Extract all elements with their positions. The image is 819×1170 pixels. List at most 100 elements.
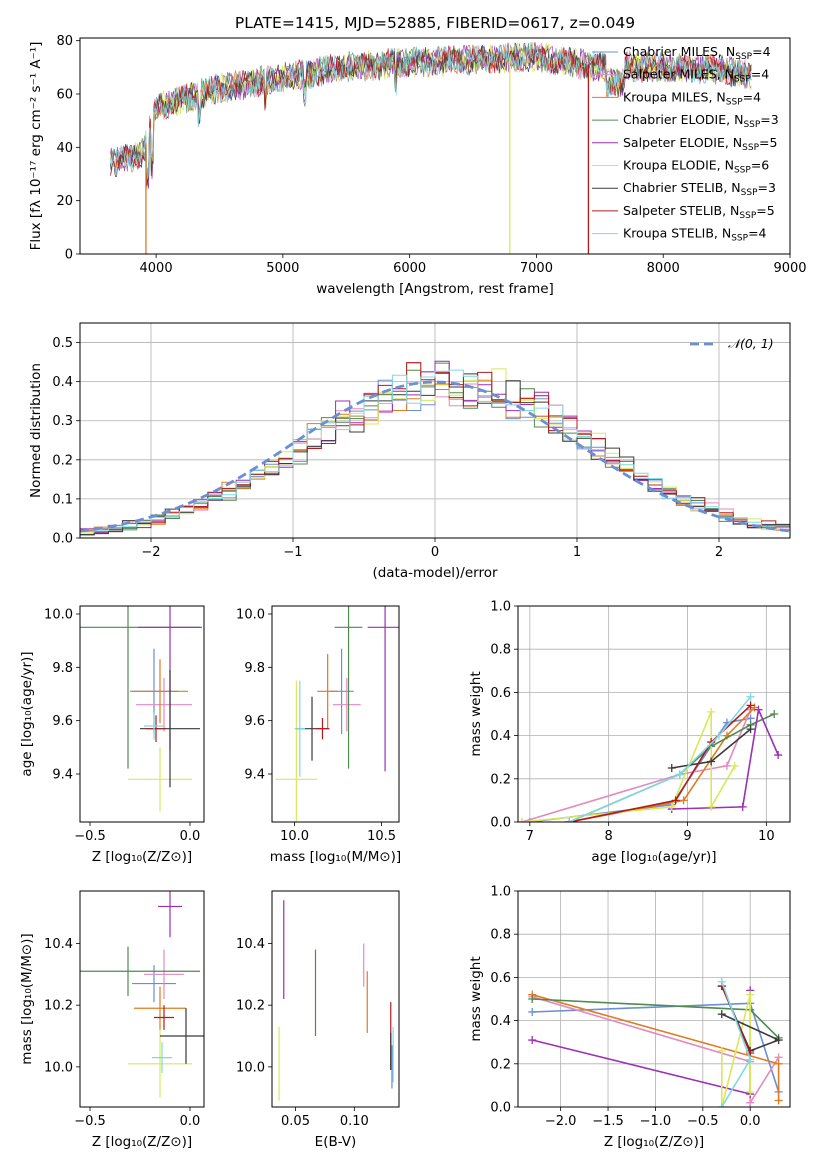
legend-label: Salpeter ELODIE, NSSP=5 xyxy=(623,135,777,153)
legend-label: Chabrier STELIB, NSSP=3 xyxy=(623,180,776,198)
y-tick-label: 0.4 xyxy=(52,375,73,390)
x-axis-label: Z [log₁₀(Z/Z⊙)] xyxy=(92,1134,192,1150)
plot-area xyxy=(275,606,399,822)
x-tick-label: −1 xyxy=(283,545,302,560)
y-tick-label: 10.2 xyxy=(44,999,73,1014)
x-tick-label: 4000 xyxy=(140,261,173,276)
y-tick-label: 9.6 xyxy=(244,714,265,729)
point-marker xyxy=(715,731,724,740)
legend-label: Chabrier ELODIE, NSSP=3 xyxy=(623,112,779,130)
x-axis-label: E(B-V) xyxy=(315,1134,357,1150)
y-tick-label: 0.5 xyxy=(52,336,73,351)
y-tick-label: 0.3 xyxy=(52,414,73,429)
point-marker xyxy=(717,1046,726,1055)
y-axis-label: Flux [fλ 10⁻¹⁷ erg cm⁻² s⁻¹ A⁻¹] xyxy=(28,42,44,251)
y-tick-label: 10.0 xyxy=(236,1060,265,1075)
plot-area xyxy=(80,606,202,812)
legend-label: Salpeter MILES, NSSP=4 xyxy=(623,67,769,85)
weight-line xyxy=(521,711,736,822)
y-tick-label: 0.0 xyxy=(52,532,73,547)
point-marker xyxy=(707,707,716,716)
y-tick-label: 10.0 xyxy=(44,1060,73,1075)
point-marker xyxy=(528,995,537,1003)
x-tick-label: 7000 xyxy=(520,261,553,276)
point-marker xyxy=(565,818,574,822)
point-marker xyxy=(754,705,763,714)
y-tick-label: 10.2 xyxy=(236,999,265,1014)
panels: 4000 5000 6000 7000 8000 9000020406080wavelen… xyxy=(19,34,807,1150)
y-tick-label: 0.0 xyxy=(490,1101,511,1116)
axes-frame xyxy=(517,605,791,823)
y-tick-label: 0.4 xyxy=(490,729,511,744)
y-tick-label: 0.1 xyxy=(52,492,73,507)
x-tick-label: 9 xyxy=(683,829,691,844)
y-tick-label: 20 xyxy=(56,194,73,209)
x-tick-label: 8 xyxy=(605,829,613,844)
axes-frame xyxy=(79,890,205,1108)
y-axis-label: mass weight xyxy=(468,671,484,756)
point-marker xyxy=(518,818,526,822)
point-marker xyxy=(730,761,739,770)
legend-label: Salpeter STELIB, NSSP=5 xyxy=(623,203,775,221)
point-marker xyxy=(722,761,731,770)
y-tick-label: 9.8 xyxy=(52,661,73,676)
y-axis-label: mass weight xyxy=(468,956,484,1041)
y-tick-label: 40 xyxy=(56,141,73,156)
point-marker xyxy=(528,1007,537,1016)
y-axis-label: mass [log₁₀(M/M⊙)] xyxy=(19,933,35,1064)
y-tick-label: 10.4 xyxy=(236,937,265,952)
weight-line xyxy=(529,717,751,822)
point-marker xyxy=(774,1096,783,1105)
y-tick-label: 0.2 xyxy=(52,453,73,468)
panel-residuals: −2 −1 0 1 2 0.0 0.1 0.2 0.3 0.4 0.5 (data-model)/er… xyxy=(28,322,791,581)
y-tick-label: 10.4 xyxy=(44,937,73,952)
point-marker xyxy=(717,1010,726,1019)
panel-spectrum: 4000 5000 6000 7000 8000 9000 0 20 40 60 80 wavelen… xyxy=(28,34,807,297)
x-tick-label: −2 xyxy=(141,545,160,560)
plot-area xyxy=(528,977,783,1107)
y-tick-label: 0.2 xyxy=(490,772,511,787)
y-tick-label: 9.8 xyxy=(244,661,265,676)
point-marker xyxy=(746,692,755,701)
x-tick-label: 10 xyxy=(758,829,775,844)
weight-line xyxy=(671,706,779,810)
panel-mass-weight-vs-age: 7 8 9 10 0.0 0.2 0.4 0.6 0.8 1.0 age [log₁₀(age/yr… xyxy=(468,600,791,865)
axes-frame xyxy=(517,890,791,1108)
x-tick-label: −0.5 xyxy=(74,1114,106,1129)
panel-mass-vs-Z: −0.5 0.0 10.0 10.2 10.4 Z [log₁₀(Z/Z⊙)] mass [… xyxy=(19,890,205,1150)
axes-frame xyxy=(79,605,205,823)
point-marker xyxy=(717,977,726,986)
weight-line xyxy=(568,696,752,822)
y-tick-label: 10.0 xyxy=(236,608,265,623)
point-marker xyxy=(746,1098,755,1107)
x-tick-label: 10.5 xyxy=(367,829,396,844)
panel-mass-weight-vs-Z: −2.0 −1.5 −1.0 −0.5 0.0 0.0 0.2 0.4 0.6 0.8 1.0 Z [… xyxy=(468,885,791,1150)
x-tick-label: 0.0 xyxy=(740,1114,761,1129)
point-marker xyxy=(667,802,676,811)
point-marker xyxy=(746,1087,755,1096)
weight-line xyxy=(721,994,751,1107)
y-tick-label: 0.6 xyxy=(490,686,511,701)
point-marker xyxy=(707,757,716,766)
y-tick-label: 1.0 xyxy=(490,600,511,615)
point-marker xyxy=(667,764,676,772)
point-marker xyxy=(774,1036,783,1045)
point-marker xyxy=(746,701,755,710)
x-tick-label: 0 xyxy=(431,545,439,560)
weight-line xyxy=(569,704,752,822)
legend-label: Kroupa STELIB, NSSP=4 xyxy=(623,226,767,244)
x-axis-label: age [log₁₀(age/yr)] xyxy=(591,849,716,865)
x-tick-label: −1.0 xyxy=(640,1114,672,1129)
y-tick-label: 9.4 xyxy=(52,768,73,783)
y-tick-label: 1.0 xyxy=(490,885,511,900)
y-tick-label: 60 xyxy=(56,88,73,103)
panel-age-vs-Z: −0.5 0.0 9.4 9.6 9.8 10.0 Z [log₁₀(Z/Z⊙)] age [… xyxy=(19,605,205,865)
y-tick-label: 0.4 xyxy=(490,1014,511,1029)
point-marker xyxy=(671,796,680,805)
y-tick-label: 9.4 xyxy=(244,768,265,783)
legend-label: Chabrier MILES, NSSP=4 xyxy=(623,44,771,62)
point-marker xyxy=(707,802,716,811)
x-tick-label: 9000 xyxy=(773,261,806,276)
weight-line xyxy=(521,709,752,822)
